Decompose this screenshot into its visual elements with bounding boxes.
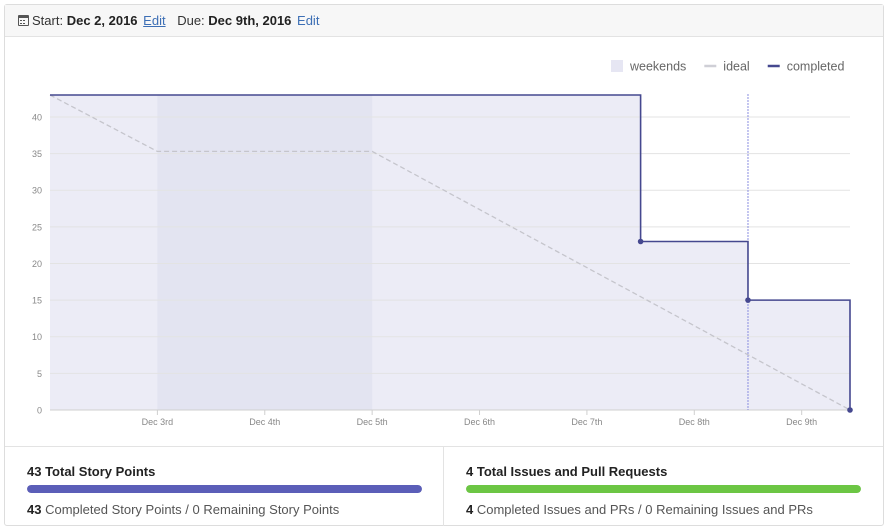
x-tick-label-5: Dec 5th bbox=[357, 417, 388, 427]
burndown-panel: Start: Dec 2, 2016 Edit Due: Dec 9th, 20… bbox=[4, 4, 884, 526]
calendar-icon bbox=[18, 15, 29, 26]
y-tick-label-25: 25 bbox=[32, 222, 42, 232]
legend-item-weekends: weekends bbox=[611, 60, 686, 74]
legend-swatch-weekends bbox=[611, 60, 623, 72]
x-tick-label-4: Dec 4th bbox=[249, 417, 280, 427]
legend-item-completed: completed bbox=[768, 60, 845, 74]
x-tick-label-9: Dec 9th bbox=[786, 417, 817, 427]
issues-completed-count: 4 bbox=[466, 502, 473, 517]
completed-point-2 bbox=[847, 407, 853, 413]
burndown-chart-svg: 0 5 10 15 20 25 30 35 40 Dec 3rd Dec 4th Dec 5th Dec… bbox=[5, 37, 883, 447]
story-points-title: 43 Total Story Points bbox=[27, 464, 155, 479]
burndown-chart: 0 5 10 15 20 25 30 35 40 Dec 3rd Dec 4th Dec 5th Dec… bbox=[5, 37, 883, 447]
start-edit-link[interactable]: Edit bbox=[143, 13, 165, 28]
issues-progress-bar bbox=[466, 485, 861, 493]
story-points-completed-count: 43 bbox=[27, 502, 41, 517]
summary-footer: 43 Total Story Points 43 Completed Story… bbox=[5, 446, 883, 526]
story-points-description: 43 Completed Story Points / 0 Remaining … bbox=[27, 502, 339, 517]
y-tick-label-35: 35 bbox=[32, 149, 42, 159]
completed-point-1 bbox=[745, 297, 751, 303]
legend-label-weekends: weekends bbox=[629, 60, 686, 74]
story-points-completed-label: Completed Story Points bbox=[45, 502, 182, 517]
issues-progress-fill bbox=[466, 485, 861, 493]
y-tick-label-15: 15 bbox=[32, 296, 42, 306]
legend-label-ideal: ideal bbox=[723, 60, 749, 74]
legend-item-ideal: ideal bbox=[704, 60, 749, 74]
completed-point-0 bbox=[638, 239, 644, 245]
milestone-header: Start: Dec 2, 2016 Edit Due: Dec 9th, 20… bbox=[5, 5, 883, 37]
story-points-progress-bar bbox=[27, 485, 422, 493]
legend-label-completed: completed bbox=[787, 60, 845, 74]
y-tick-label-5: 5 bbox=[37, 369, 42, 379]
start-date: Dec 2, 2016 bbox=[67, 13, 138, 28]
weekend-band-0 bbox=[157, 95, 372, 410]
issues-remaining: 0 Remaining Issues and PRs bbox=[645, 502, 813, 517]
issues-separator: / bbox=[638, 502, 642, 517]
issues-summary: 4 Total Issues and Pull Requests 4 Compl… bbox=[444, 447, 883, 526]
issues-description: 4 Completed Issues and PRs / 0 Remaining… bbox=[466, 502, 813, 517]
x-tick-label-6: Dec 6th bbox=[464, 417, 495, 427]
story-points-summary: 43 Total Story Points 43 Completed Story… bbox=[5, 447, 444, 526]
due-date: Dec 9th, 2016 bbox=[208, 13, 291, 28]
chart-legend: weekends ideal completed bbox=[611, 60, 844, 74]
x-tick-label-8: Dec 8th bbox=[679, 417, 710, 427]
y-tick-label-40: 40 bbox=[32, 112, 42, 122]
x-tick-label-7: Dec 7th bbox=[571, 417, 602, 427]
due-label: Due: bbox=[177, 13, 204, 28]
start-label: Start: bbox=[32, 13, 63, 28]
due-edit-link[interactable]: Edit bbox=[297, 13, 319, 28]
x-tick-label-3: Dec 3rd bbox=[142, 417, 174, 427]
story-points-progress-fill bbox=[27, 485, 422, 493]
story-points-remaining: 0 Remaining Story Points bbox=[193, 502, 340, 517]
y-tick-label-0: 0 bbox=[37, 406, 42, 416]
y-tick-label-20: 20 bbox=[32, 259, 42, 269]
y-tick-label-10: 10 bbox=[32, 332, 42, 342]
issues-completed-label: Completed Issues and PRs bbox=[477, 502, 635, 517]
y-tick-label-30: 30 bbox=[32, 186, 42, 196]
story-points-separator: / bbox=[185, 502, 189, 517]
issues-title: 4 Total Issues and Pull Requests bbox=[466, 464, 667, 479]
